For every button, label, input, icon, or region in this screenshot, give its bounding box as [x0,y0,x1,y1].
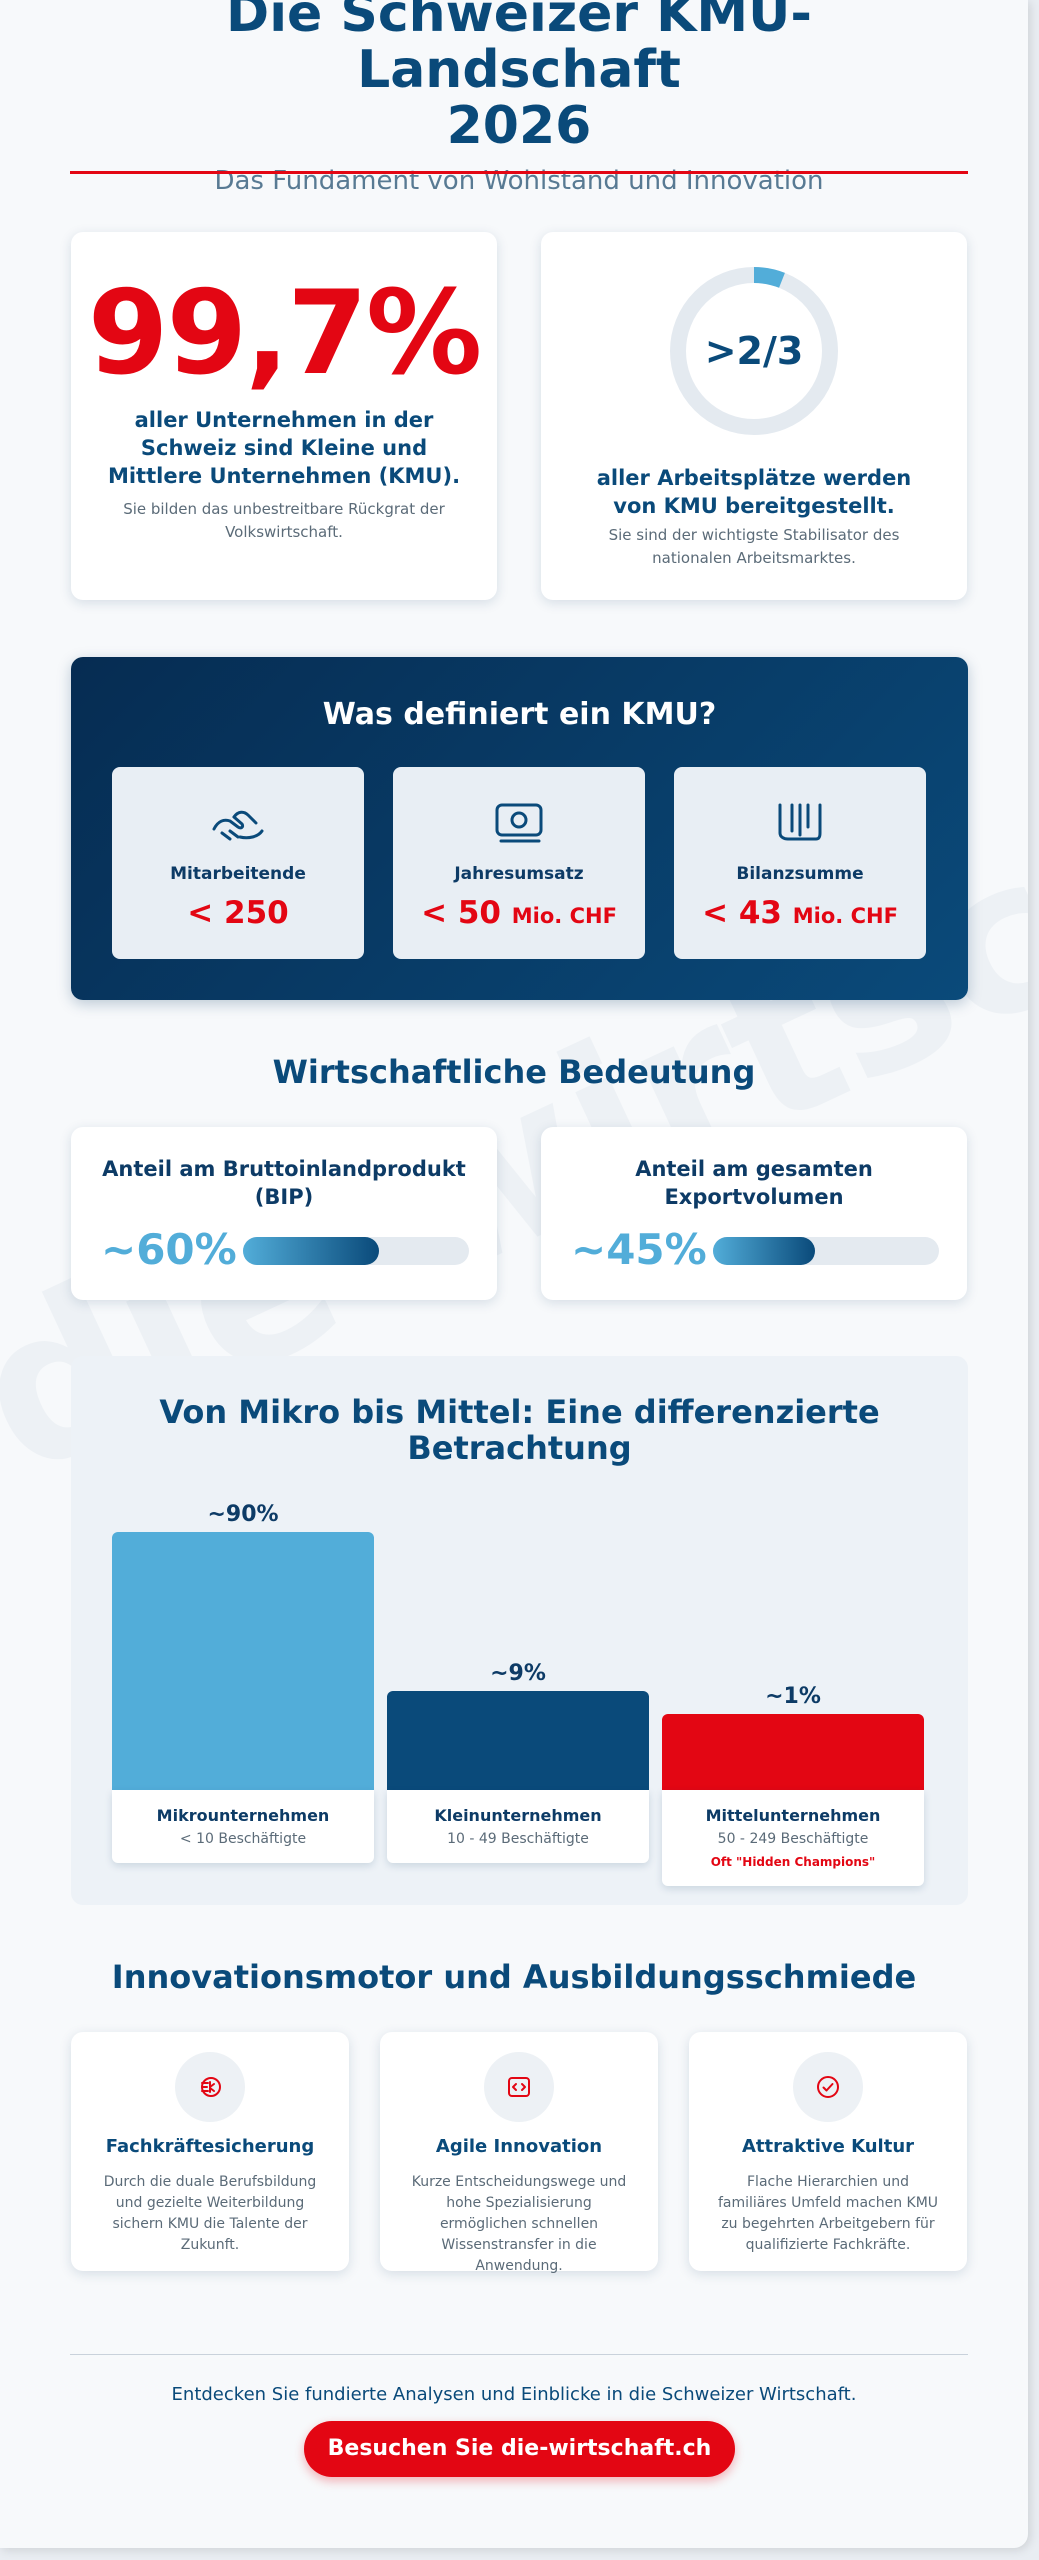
kmu-share-headline: aller Unternehmen in der Schweiz sind Kl… [107,408,461,488]
chart-bar [112,1532,374,1790]
jobs-donut-chart [670,267,838,435]
kmu-definition-panel: Was definiert ein KMU? Mitarbeitende < 2… [71,657,968,1000]
chart-data-label: ~1% [765,1683,821,1709]
innovation-title-culture: Attraktive Kultur [741,2136,915,2157]
innovation-text-skills: Durch die duale Berufsbildung und geziel… [103,2174,317,2253]
chart-category-card: Mikrounternehmen < 10 Beschäftigte [112,1790,374,1863]
chart-data-label: ~9% [490,1661,546,1687]
definition-item-employees: Mitarbeitende < 250 [112,767,364,959]
definition-label-employees: Mitarbeitende [170,864,306,884]
definition-number-employees: < 250 [187,895,289,931]
money-icon [495,803,543,843]
export-share-bar [713,1237,939,1265]
export-share-card: Anteil am gesamten Exportvolumen ~45% [541,1127,967,1300]
page-title: Die Schweizer KMU-Landschaft 2026 [70,0,968,154]
definition-number-revenue: < 50 [421,895,501,931]
chart-category-description: < 10 Beschäftigte [179,1831,307,1847]
page-title-line-1: Die Schweizer KMU-Landschaft [226,0,812,100]
definition-value-revenue: < 50 Mio. CHF [393,895,645,931]
definition-unit-revenue: Mio. CHF [511,904,617,928]
balance-sheet-icon [778,803,822,841]
definition-label-revenue: Jahresumsatz [454,864,584,884]
definition-item-balance: Bilanzsumme < 43 Mio. CHF [674,767,926,959]
export-share-value: ~45% [571,1225,707,1274]
chart-category-card: Mittelunternehmen 50 - 249 Beschäftigte Of… [662,1790,924,1886]
definition-number-balance: < 43 [702,895,782,931]
innovation-title-skills: Fachkräftesicherung [105,2136,315,2157]
innovation-card-agile: Agile Innovation Kurze Entscheidungswege… [380,2032,658,2274]
innovation-text-culture: Flache Hierarchien und familiäres Umfeld… [717,2174,939,2253]
chart-bar [387,1691,649,1790]
education-icon [175,2052,245,2122]
gdp-share-value: ~60% [101,1225,237,1274]
definition-unit-balance: Mio. CHF [792,904,898,928]
definition-label-balance: Bilanzsumme [736,864,864,884]
gdp-share-card: Anteil am Bruttoinlandprodukt (BIP) ~60% [71,1127,497,1300]
chart-category-description: 50 - 249 Beschäftigte [717,1831,869,1847]
gdp-share-bar-fill [243,1237,379,1265]
chart-category-label: Mittelunternehmen [705,1806,881,1825]
visit-website-button[interactable]: Besuchen Sie die-wirtschaft.ch [304,2421,735,2477]
gdp-share-label: Anteil am Bruttoinlandprodukt (BIP) [102,1157,466,1209]
economy-title: Wirtschaftliche Bedeutung [272,1053,756,1091]
definition-title: Was definiert ein KMU? [322,697,717,732]
definition-value-balance: < 43 Mio. CHF [674,895,926,931]
kmu-share-text: Sie bilden das unbestreitbare Rückgrat d… [123,500,445,541]
chart-data-label: ~90% [207,1502,279,1527]
chart-title: Von Mikro bis Mittel: Eine differenziert… [159,1393,880,1467]
company-size-chart: Von Mikro bis Mittel: Eine differenziert… [71,1356,968,1905]
handshake-icon [212,810,264,841]
footer-divider [70,2354,968,2355]
chart-bar [662,1713,924,1790]
jobs-headline: aller Arbeitsplätze werden von KMU berei… [596,466,912,518]
chart-category-card: Kleinunternehmen 10 - 49 Beschäftigte [387,1790,649,1863]
innovation-card-skills: Fachkräftesicherung Durch die duale Beru… [71,2032,349,2271]
header-divider [70,171,968,174]
page-title-line-2: 2026 [446,96,592,156]
jobs-card: >2/3 aller Arbeitsplätze werden von KMU … [541,232,967,600]
chart-category-label: Mikrounternehmen [156,1806,330,1825]
innovation-title-agile: Agile Innovation [435,2136,603,2157]
innovation-text-agile: Kurze Entscheidungswege und hohe Spezial… [411,2174,627,2274]
innovation-title: Innovationsmotor und Ausbildungsschmiede [111,1958,917,1996]
export-share-label: Anteil am gesamten Exportvolumen [635,1157,873,1209]
code-icon [484,2052,554,2122]
jobs-value: >2/3 [704,329,804,373]
kmu-share-value: 99,7% [87,266,482,401]
donut-arc [670,267,838,435]
definition-item-revenue: Jahresumsatz < 50 Mio. CHF [393,767,645,959]
page-header: Die Schweizer KMU-Landschaft 2026 Das Fu… [70,0,968,196]
definition-value-employees: < 250 [112,895,364,931]
chart-category-label: Kleinunternehmen [434,1806,602,1825]
footer-text: Entdecken Sie fundierte Analysen und Ein… [171,2384,857,2405]
chart-category-description: 10 - 49 Beschäftigte [447,1831,589,1847]
check-circle-icon [793,2052,863,2122]
kmu-share-card: 99,7% aller Unternehmen in der Schweiz s… [71,232,497,600]
chart-category-note: Oft "Hidden Champions" [710,1855,876,1869]
jobs-text: Sie sind der wichtigste Stabilisator des… [608,526,900,567]
export-share-bar-fill [713,1237,815,1265]
innovation-card-culture: Attraktive Kultur Flache Hierarchien und… [689,2032,967,2271]
gdp-share-bar [243,1237,469,1265]
